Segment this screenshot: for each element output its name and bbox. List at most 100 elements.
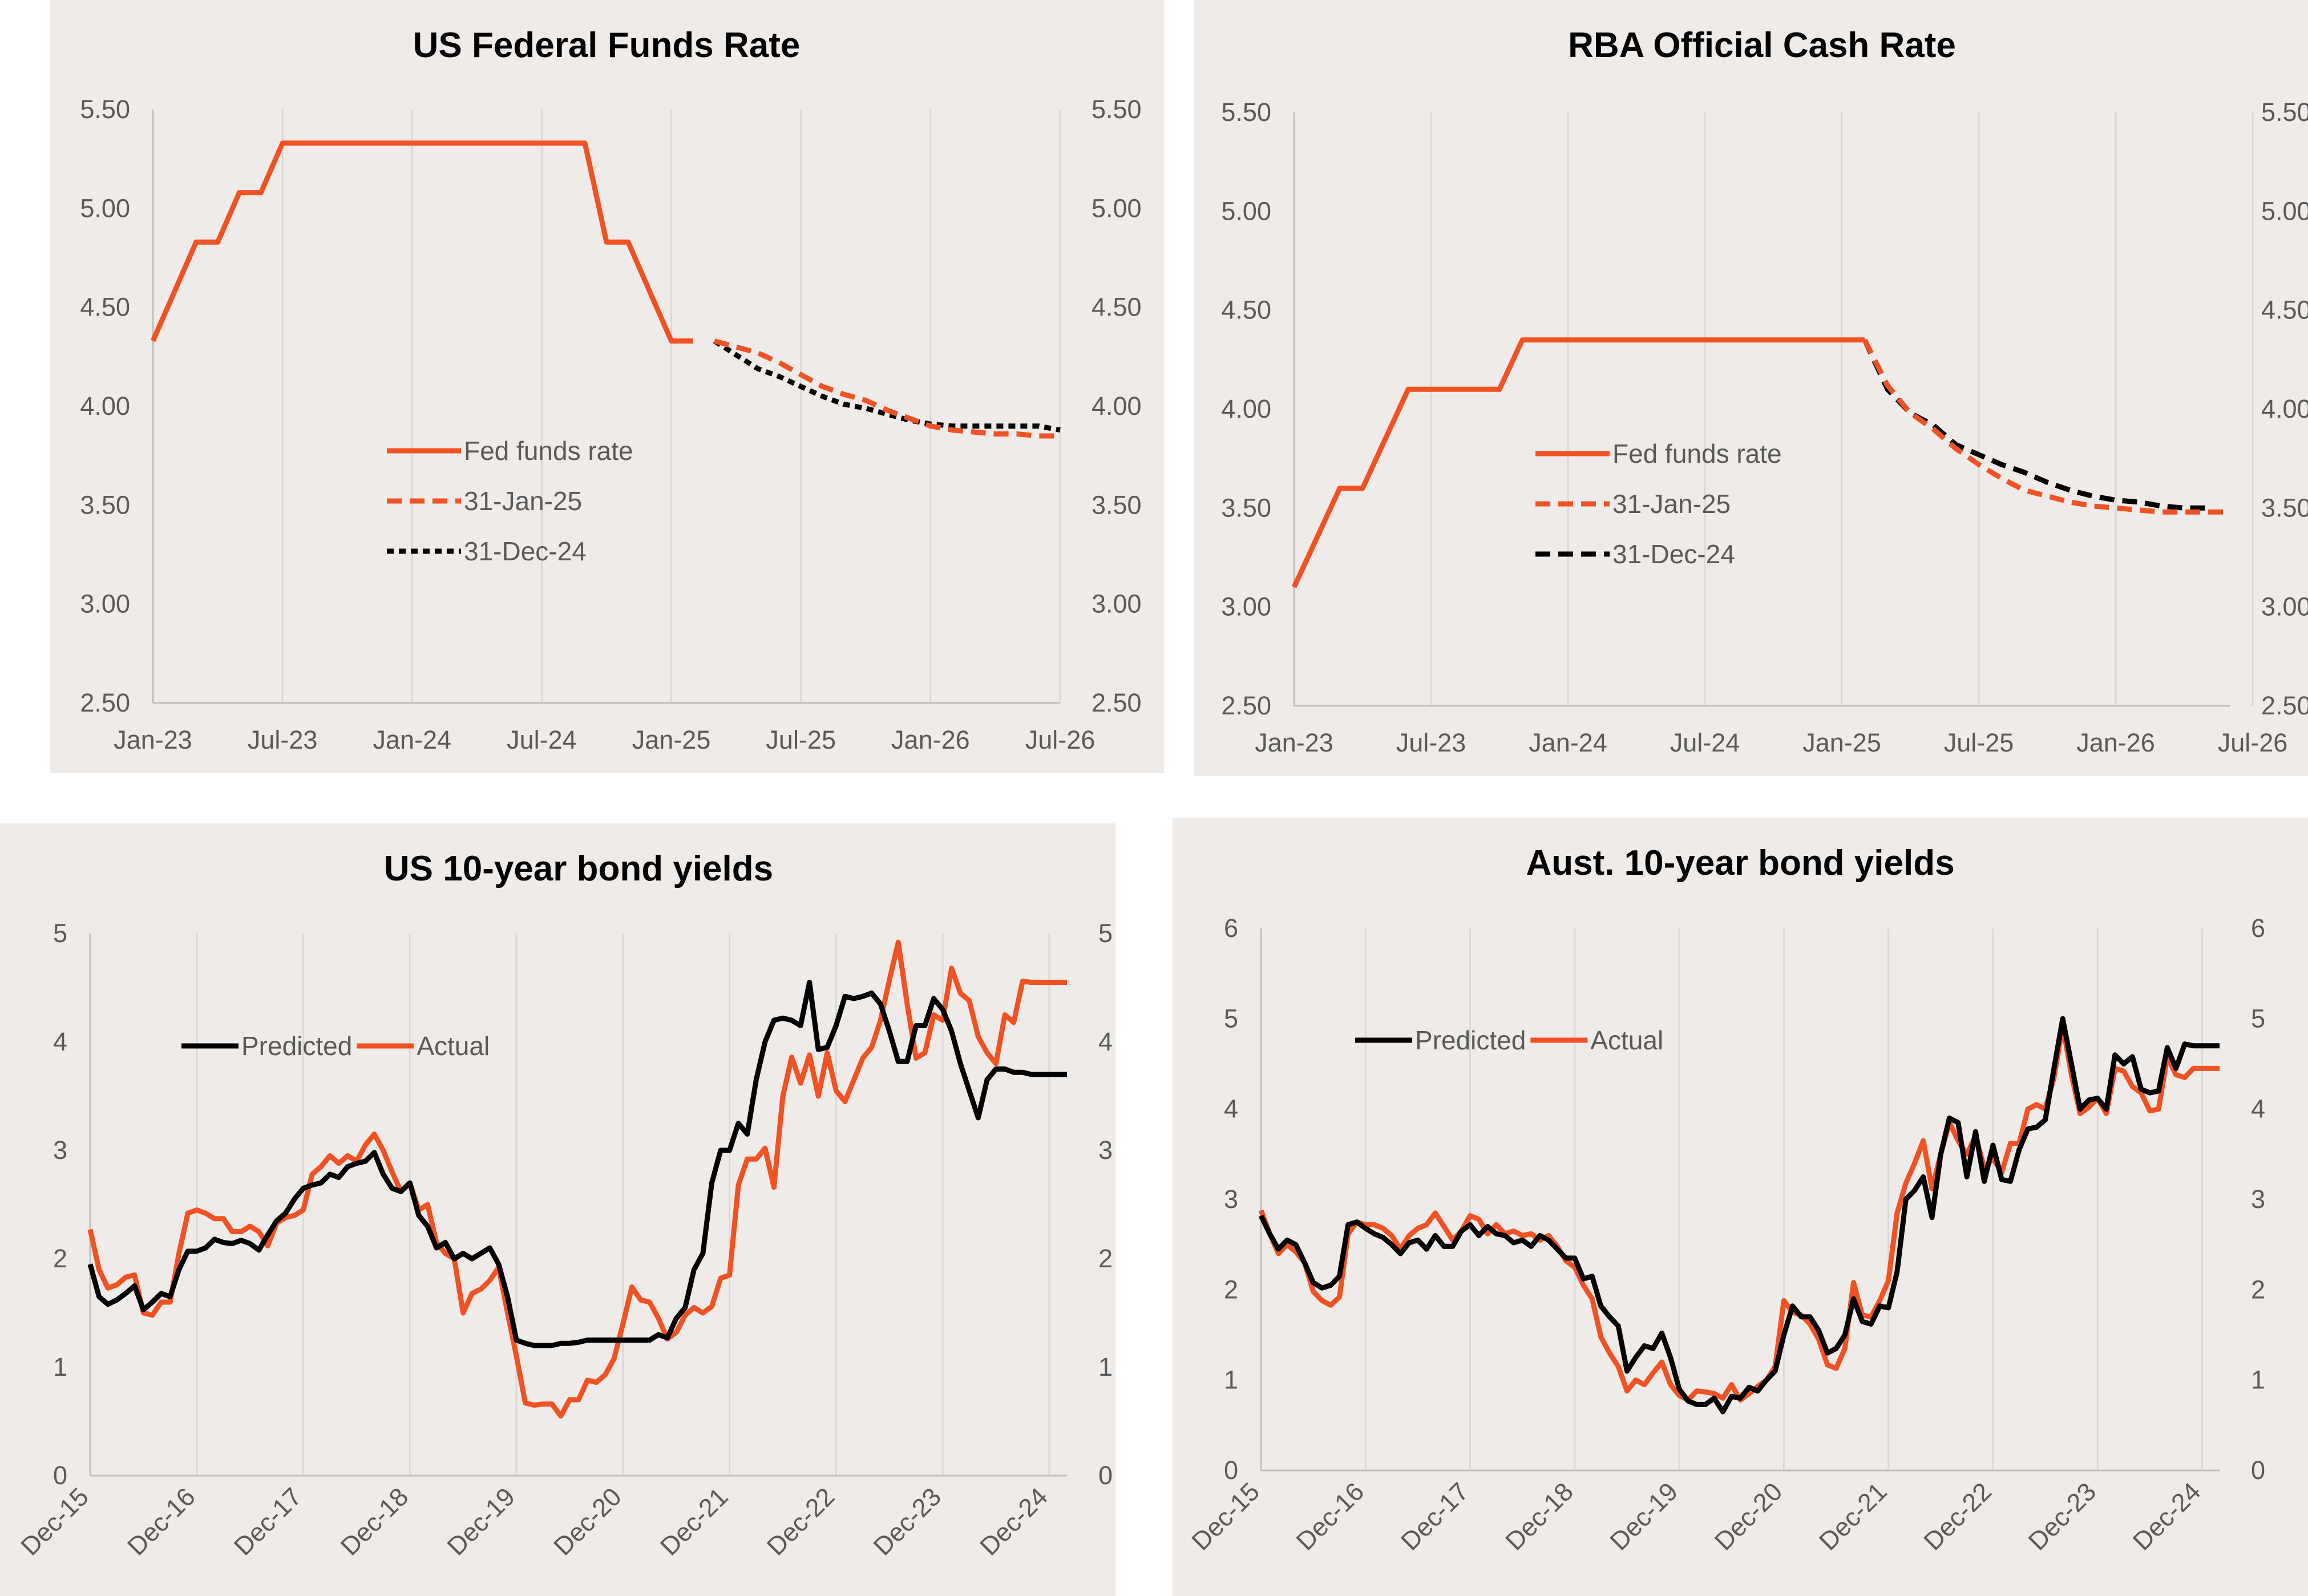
chart-aust-10y-yields: Aust. 10-year bond yields Dec-15 Dec-16 Dec… xyxy=(1186,843,2265,1556)
chart1-y-tick-label-right: 2.50 xyxy=(2261,691,2308,720)
chart2-x-tick-label: Dec-19 xyxy=(441,1482,520,1561)
chart3-y-tick-label-right: 0 xyxy=(2251,1456,2265,1485)
chart0-y-tick-label-right: 4.50 xyxy=(1092,293,1142,322)
chart2-y-tick-label-right: 3 xyxy=(1098,1136,1113,1165)
chart1-y-tick-label-right: 3.50 xyxy=(2261,493,2308,522)
chart2-x-tick-label: Dec-24 xyxy=(974,1482,1053,1561)
chart3-y-tick-label-right: 6 xyxy=(2251,914,2265,943)
chart3-x-tick-label: Dec-16 xyxy=(1291,1477,1370,1556)
chart0-y-tick-label-left: 5.00 xyxy=(80,193,130,223)
chart2-y-tick-label-right: 0 xyxy=(1098,1461,1113,1490)
chart2-x-tick-label: Dec-16 xyxy=(122,1482,201,1561)
chart2-x-tick-label: Dec-18 xyxy=(335,1482,414,1561)
chart0-y-tick-label-right: 2.50 xyxy=(1092,688,1142,717)
chart2-y-tick-label-left: 0 xyxy=(53,1461,67,1490)
chart3-y-tick-label-left: 4 xyxy=(1224,1094,1238,1124)
chart0-series-2-line xyxy=(713,338,1061,433)
chart-panel-rba-cash-rate: RBA Official Cash Rate Jan-23 Jul-23 Jan-24… xyxy=(1194,0,2308,776)
chart1-y-tick-label-right: 4.50 xyxy=(2261,296,2308,325)
chart0-x-tick-label: Jul-24 xyxy=(507,725,577,754)
chart0-y-tick-label-right: 3.00 xyxy=(1092,589,1142,619)
chart3-title: Aust. 10-year bond yields xyxy=(1526,843,1954,883)
chart3-x-tick-label: Dec-20 xyxy=(1709,1477,1788,1556)
chart0-y-tick-label-left: 5.50 xyxy=(80,95,130,124)
chart1-legend-label: 31-Dec-24 xyxy=(1612,539,1735,569)
chart1-y-tick-label-left: 3.00 xyxy=(1221,592,1271,621)
chart-rba-cash-rate: RBA Official Cash Rate Jan-23 Jul-23 Jan-24… xyxy=(1221,26,2308,757)
chart3-y-tick-label-left: 0 xyxy=(1224,1456,1238,1485)
chart2-y-tick-label-right: 2 xyxy=(1098,1244,1113,1273)
chart0-legend-label: 31-Jan-25 xyxy=(464,486,582,516)
chart-panel-us-10y-yields: US 10-year bond yields Dec-15 Dec-16 Dec-17… xyxy=(0,823,1115,1596)
chart1-y-tick-label-left: 3.50 xyxy=(1221,493,1271,522)
chart0-title: US Federal Funds Rate xyxy=(413,26,801,65)
chart0-legend-label: 31-Dec-24 xyxy=(464,536,587,566)
chart0-legend-label: Fed funds rate xyxy=(464,436,633,466)
chart0-y-tick-label-left: 4.00 xyxy=(80,391,130,421)
chart1-series-1-line xyxy=(1862,338,2230,515)
chart3-x-tick-label: Dec-24 xyxy=(2127,1477,2206,1556)
chart3-legend-label: Actual xyxy=(1590,1025,1663,1055)
chart0-y-tick-label-right: 3.50 xyxy=(1092,490,1142,519)
chart3-x-tick-label: Dec-22 xyxy=(1918,1477,1997,1556)
chart2-title: US 10-year bond yields xyxy=(384,849,773,888)
chart1-y-tick-label-left: 5.00 xyxy=(1221,196,1271,225)
chart1-series-2-line xyxy=(1862,338,2207,511)
chart1-y-tick-label-left: 4.50 xyxy=(1221,296,1271,325)
chart3-y-tick-label-right: 3 xyxy=(2251,1185,2265,1214)
chart0-x-tick-label: Jul-25 xyxy=(766,725,836,754)
chart3-x-tick-label: Dec-19 xyxy=(1604,1477,1684,1556)
chart0-y-tick-label-left: 3.50 xyxy=(80,490,130,519)
chart2-y-tick-label-left: 1 xyxy=(53,1352,67,1381)
chart2-y-tick-label-left: 2 xyxy=(53,1244,67,1273)
chart0-x-tick-label: Jan-23 xyxy=(114,725,192,754)
chart1-y-tick-label-right: 5.00 xyxy=(2261,196,2308,225)
chart-panel-aust-10y-yields: Aust. 10-year bond yields Dec-15 Dec-16 Dec… xyxy=(1173,818,2308,1596)
chart1-x-tick-label: Jan-23 xyxy=(1255,728,1333,757)
chart3-legend-label: Predicted xyxy=(1415,1025,1526,1055)
chart0-y-tick-label-right: 4.00 xyxy=(1092,391,1142,421)
chart1-x-tick-label: Jul-26 xyxy=(2218,728,2288,757)
chart3-y-tick-label-right: 4 xyxy=(2251,1094,2265,1124)
chart3-x-tick-label: Dec-23 xyxy=(2023,1477,2102,1556)
chart0-series-0-line xyxy=(150,140,693,344)
chart1-x-tick-label: Jul-23 xyxy=(1396,728,1466,757)
chart2-series-0-line xyxy=(87,980,1067,1348)
chart2-y-tick-label-left: 4 xyxy=(53,1027,67,1056)
chart3-y-tick-label-left: 3 xyxy=(1224,1185,1238,1214)
chart3-y-tick-label-left: 6 xyxy=(1224,914,1238,943)
chart3-y-tick-label-right: 5 xyxy=(2251,1004,2265,1033)
chart0-y-tick-label-left: 3.00 xyxy=(80,589,130,619)
chart-us-fed-funds: US Federal Funds Rate Jan-23 Jul-23 Jan-24 J… xyxy=(80,26,1142,754)
chart2-y-tick-label-left: 3 xyxy=(53,1136,67,1165)
chart0-x-tick-label: Jul-26 xyxy=(1025,725,1096,754)
chart2-legend-label: Predicted xyxy=(241,1031,352,1061)
chart0-y-tick-label-left: 4.50 xyxy=(80,293,130,322)
chart2-x-tick-label: Dec-17 xyxy=(228,1482,308,1561)
chart1-x-tick-label: Jul-24 xyxy=(1670,728,1740,757)
chart0-series-1-line xyxy=(714,338,1060,439)
chart2-x-tick-label: Dec-21 xyxy=(654,1482,734,1561)
chart3-y-tick-label-left: 5 xyxy=(1224,1004,1238,1033)
chart2-legend-label: Actual xyxy=(417,1031,490,1061)
chart3-x-tick-label: Dec-17 xyxy=(1395,1477,1474,1556)
chart0-x-tick-label: Jul-23 xyxy=(248,725,318,754)
chart3-y-tick-label-right: 2 xyxy=(2251,1275,2265,1304)
chart1-legend-label: 31-Jan-25 xyxy=(1612,489,1731,519)
chart3-y-tick-label-right: 1 xyxy=(2251,1365,2265,1395)
chart0-x-tick-label: Jan-24 xyxy=(373,725,451,754)
chart1-y-tick-label-right: 5.50 xyxy=(2261,98,2308,127)
chart1-title: RBA Official Cash Rate xyxy=(1568,26,1956,65)
chart3-x-tick-label: Dec-21 xyxy=(1813,1477,1893,1556)
chart1-y-tick-label-left: 5.50 xyxy=(1221,98,1271,127)
chart3-x-tick-label: Dec-15 xyxy=(1186,1477,1265,1556)
chart0-x-tick-label: Jan-26 xyxy=(891,725,970,754)
chart-us-10y-yields: US 10-year bond yields Dec-15 Dec-16 Dec-17… xyxy=(15,849,1113,1561)
chart2-x-tick-label: Dec-20 xyxy=(548,1482,627,1561)
chart1-x-tick-label: Jul-25 xyxy=(1944,728,2014,757)
chart1-y-tick-label-right: 4.00 xyxy=(2261,394,2308,423)
chart3-y-tick-label-left: 1 xyxy=(1224,1365,1238,1395)
chart1-y-tick-label-left: 4.00 xyxy=(1221,394,1271,423)
chart1-x-tick-label: Jan-26 xyxy=(2076,728,2155,757)
chart2-y-tick-label-right: 1 xyxy=(1098,1352,1113,1381)
